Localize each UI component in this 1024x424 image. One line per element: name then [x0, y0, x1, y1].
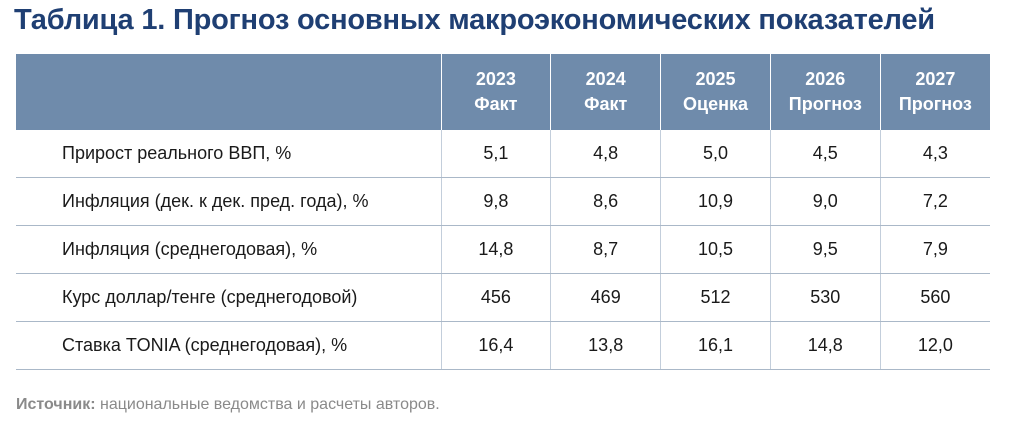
- column-header: 2024 Факт: [550, 54, 661, 130]
- column-header-status: Прогноз: [898, 94, 972, 114]
- table-cell: 8,6: [550, 177, 661, 226]
- table-cell: 10,5: [660, 225, 771, 274]
- row-label: Инфляция (среднегодовая), %: [16, 225, 441, 274]
- row-label: Прирост реального ВВП, %: [16, 130, 441, 178]
- column-header-year: 2025: [695, 69, 736, 89]
- table-cell: 8,7: [550, 225, 661, 274]
- column-header-year: 2026: [805, 69, 846, 89]
- column-header-year: 2027: [915, 69, 956, 89]
- table-cell: 4,8: [550, 130, 661, 178]
- table-cell: 5,1: [440, 130, 551, 178]
- table-header-row: 2023 Факт 2024 Факт 2025 Оценка 2026 Про…: [16, 54, 990, 130]
- table-cell: 530: [769, 273, 881, 322]
- column-header-year: 2024: [585, 69, 626, 89]
- table-cell: 456: [440, 273, 551, 322]
- table-cell: 14,8: [769, 321, 881, 370]
- header-empty-cell: [16, 54, 441, 130]
- column-header-status: Факт: [474, 94, 518, 114]
- column-header: 2025 Оценка: [660, 54, 771, 130]
- source-text: национальные ведомства и расчеты авторов…: [95, 396, 440, 413]
- table-row: Инфляция (дек. к дек. пред. года), % 9,8…: [16, 177, 990, 226]
- table-row: Инфляция (среднегодовая), % 14,8 8,7 10,…: [16, 225, 990, 274]
- column-header-status: Прогноз: [788, 94, 862, 114]
- table-cell: 5,0: [660, 130, 771, 178]
- table-cell: 12,0: [879, 321, 990, 370]
- column-header: 2026 Прогноз: [769, 54, 881, 130]
- table-cell: 16,4: [440, 321, 551, 370]
- table-cell: 4,5: [769, 130, 881, 178]
- table-cell: 4,3: [879, 130, 990, 178]
- table-cell: 14,8: [440, 225, 551, 274]
- column-header-status: Оценка: [683, 94, 748, 114]
- row-label: Ставка TONIA (среднегодовая), %: [16, 321, 441, 370]
- source-label: Источник:: [16, 396, 96, 413]
- table-cell: 9,0: [769, 177, 881, 226]
- column-header: 2023 Факт: [440, 54, 551, 130]
- table-cell: 7,2: [879, 177, 990, 226]
- source-note: Источник: национальные ведомства и расче…: [16, 396, 440, 414]
- column-header-status: Факт: [584, 94, 628, 114]
- table-cell: 469: [550, 273, 661, 322]
- table-cell: 10,9: [660, 177, 771, 226]
- column-header-year: 2023: [475, 69, 516, 89]
- table-cell: 560: [879, 273, 990, 322]
- table-cell: 13,8: [550, 321, 661, 370]
- row-label: Инфляция (дек. к дек. пред. года), %: [16, 177, 441, 226]
- table-cell: 9,5: [769, 225, 881, 274]
- table-title: Таблица 1. Прогноз основных макроэкономи…: [14, 4, 935, 36]
- table-cell: 9,8: [440, 177, 551, 226]
- table-row: Прирост реального ВВП, % 5,1 4,8 5,0 4,5…: [16, 130, 990, 178]
- table-row: Курс доллар/тенге (среднегодовой) 456 46…: [16, 273, 990, 322]
- table-row: Ставка TONIA (среднегодовая), % 16,4 13,…: [16, 321, 990, 370]
- row-label: Курс доллар/тенге (среднегодовой): [16, 273, 441, 322]
- table-cell: 7,9: [879, 225, 990, 274]
- table-cell: 16,1: [660, 321, 771, 370]
- column-header: 2027 Прогноз: [879, 54, 990, 130]
- macro-forecast-table: 2023 Факт 2024 Факт 2025 Оценка 2026 Про…: [16, 54, 990, 370]
- table-cell: 512: [660, 273, 771, 322]
